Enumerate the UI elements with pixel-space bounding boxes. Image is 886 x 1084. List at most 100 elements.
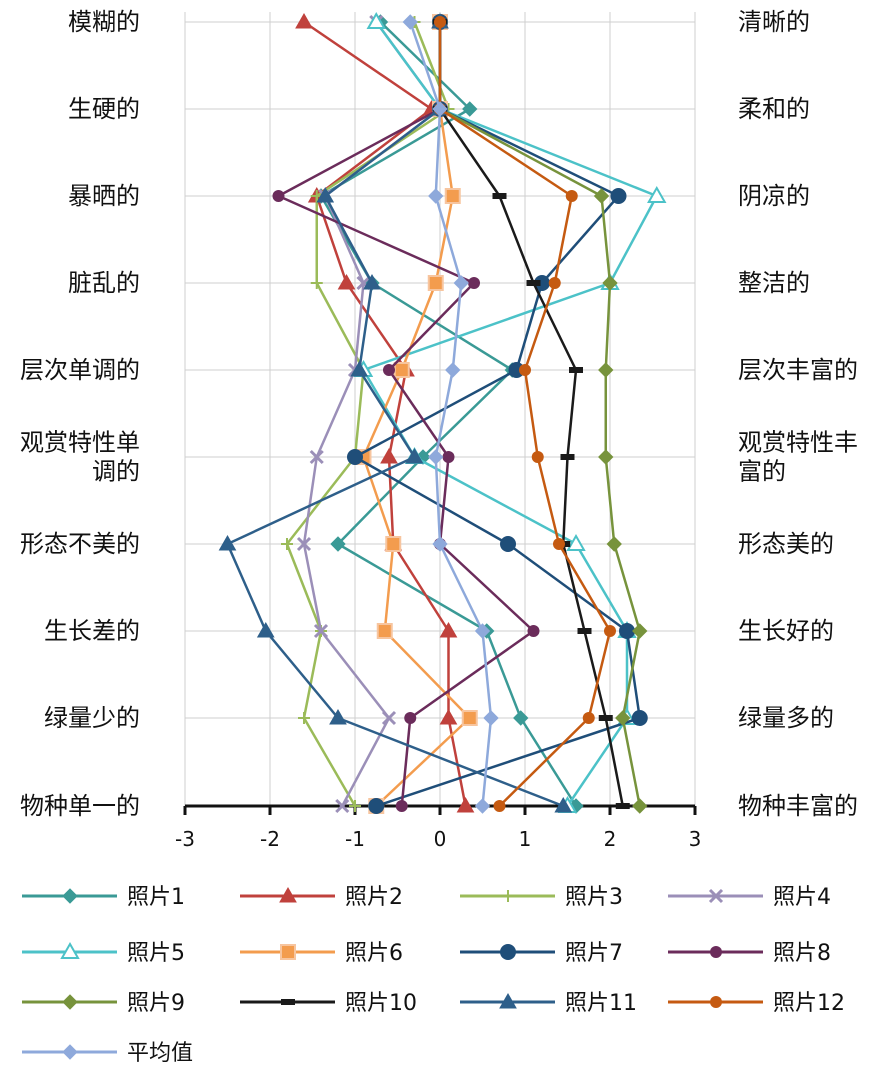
data-point — [453, 275, 469, 291]
data-point — [534, 275, 550, 291]
legend-marker — [62, 1044, 78, 1060]
x-tick-label: 1 — [519, 827, 532, 851]
legend-item: 平均值 — [22, 1041, 193, 1066]
series-line — [353, 22, 641, 808]
left-label: 形态不美的 — [20, 530, 140, 558]
x-tick-label: 3 — [689, 827, 702, 851]
right-label: 物种丰富的 — [738, 792, 858, 820]
legend-marker — [708, 888, 724, 904]
data-point — [598, 449, 614, 465]
data-point — [439, 621, 458, 638]
data-point — [553, 538, 565, 550]
data-point — [531, 451, 544, 463]
right-label: 整洁的 — [738, 269, 810, 297]
series-line — [438, 22, 612, 807]
left-label: 生长差的 — [44, 617, 140, 645]
legend-item: 照片11 — [460, 991, 637, 1016]
legend-label: 照片7 — [565, 941, 623, 966]
data-point — [566, 533, 586, 551]
data-point — [428, 188, 444, 204]
series-line — [303, 20, 467, 807]
data-point — [526, 280, 541, 286]
legend-item: 照片1 — [22, 885, 185, 910]
left-label: 层次单调的 — [20, 356, 140, 384]
legend-item: 照片10 — [240, 991, 417, 1016]
data-point — [615, 710, 631, 726]
data-point — [298, 712, 310, 724]
data-point — [598, 362, 614, 378]
legend-marker — [499, 992, 517, 1009]
legend-label: 照片6 — [345, 941, 403, 966]
data-point — [513, 710, 529, 726]
legend-label: 平均值 — [127, 1041, 193, 1066]
data-point — [445, 362, 461, 378]
data-point — [492, 193, 507, 199]
data-point — [218, 534, 237, 551]
legend-label: 照片11 — [565, 991, 637, 1016]
legend-label: 照片1 — [127, 885, 185, 910]
data-point — [313, 623, 329, 639]
data-point — [385, 536, 402, 552]
legend-item: 照片2 — [240, 885, 403, 910]
legend-marker — [279, 886, 297, 903]
legend-marker — [62, 994, 78, 1010]
data-point — [577, 628, 592, 634]
right-label: 清晰的 — [738, 8, 810, 36]
series-line — [409, 21, 493, 807]
legend-label: 照片10 — [345, 991, 417, 1016]
legend-item: 照片12 — [668, 991, 845, 1016]
data-point — [347, 449, 363, 465]
x-tick-label: 0 — [434, 827, 447, 851]
data-point — [256, 621, 275, 638]
data-point — [610, 188, 627, 204]
legend-item: 照片8 — [668, 941, 831, 966]
x-axis: -3 -2 -1 0 1 2 3 — [175, 804, 702, 851]
left-label: 观赏特性单调的 — [20, 429, 140, 486]
data-point — [329, 708, 347, 725]
right-label: 形态美的 — [738, 530, 834, 558]
series-line — [277, 22, 535, 807]
series-line — [362, 21, 658, 807]
data-point — [309, 449, 324, 465]
right-label: 柔和的 — [738, 95, 810, 123]
legend-marker — [281, 999, 295, 1005]
series-line — [362, 22, 471, 807]
data-point — [527, 625, 540, 637]
data-point — [432, 101, 448, 117]
legend-item: 照片9 — [22, 991, 185, 1016]
legend-item: 照片4 — [668, 885, 831, 910]
data-point — [404, 712, 417, 724]
data-point — [350, 360, 369, 377]
right-label: 阴凉的 — [738, 182, 810, 210]
data-point — [647, 185, 667, 203]
legend-marker — [60, 941, 80, 959]
data-point — [602, 275, 618, 291]
data-point — [462, 101, 478, 117]
legend-label: 照片12 — [773, 991, 845, 1016]
legend-label: 照片8 — [773, 941, 831, 966]
data-point — [474, 798, 491, 814]
data-point — [604, 625, 616, 637]
data-point — [380, 447, 398, 464]
data-point — [598, 715, 613, 721]
legend-item: 照片7 — [460, 941, 623, 966]
data-point — [376, 623, 393, 639]
data-point — [439, 708, 458, 725]
data-point — [428, 449, 444, 465]
data-point — [366, 11, 386, 29]
data-point — [500, 536, 516, 552]
left-label: 模糊的 — [68, 8, 140, 36]
data-point — [444, 188, 461, 204]
data-point — [442, 451, 455, 463]
data-point — [493, 800, 506, 812]
left-label: 暴晒的 — [68, 182, 140, 210]
right-label: 生长好的 — [738, 617, 834, 645]
series-13 — [402, 14, 499, 814]
data-point — [474, 623, 491, 639]
legend-label: 照片9 — [127, 991, 185, 1016]
data-point — [427, 275, 444, 291]
data-point — [296, 536, 312, 552]
left-label: 脏乱的 — [68, 269, 140, 297]
data-point — [519, 364, 531, 376]
data-point — [405, 447, 424, 464]
